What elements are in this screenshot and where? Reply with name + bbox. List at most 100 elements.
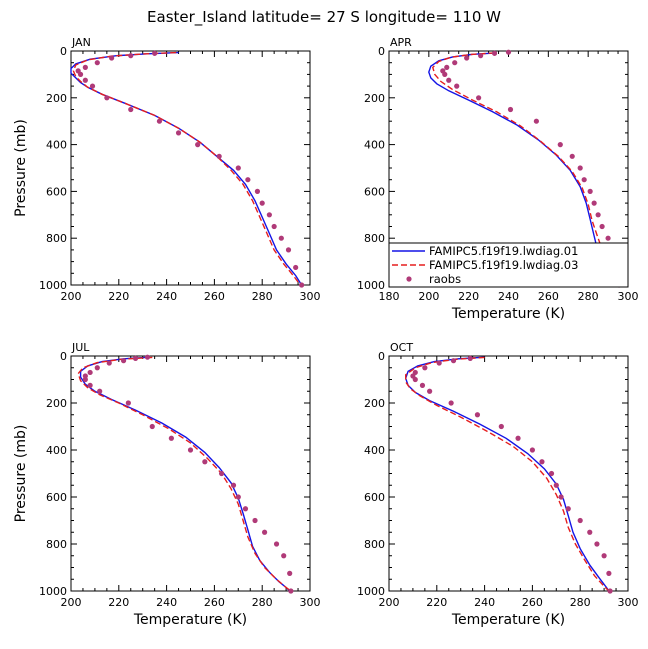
raobs-point xyxy=(278,235,284,241)
y-tick-label: 800 xyxy=(46,232,67,245)
raobs-point xyxy=(195,142,201,148)
raobs-point xyxy=(607,588,613,594)
raobs-point xyxy=(606,570,612,576)
y-tick-label: 0 xyxy=(378,45,385,58)
raobs-point xyxy=(77,71,84,77)
legend-marker-dot xyxy=(406,276,412,282)
raobs-point xyxy=(557,142,563,148)
raobs-point xyxy=(412,376,418,383)
raobs-point xyxy=(187,447,194,453)
x-axis-label: Temperature (K) xyxy=(133,612,247,628)
y-tick-label: 200 xyxy=(364,397,385,410)
raobs-point xyxy=(595,212,601,218)
month-label: APR xyxy=(390,36,412,49)
x-tick-label: 300 xyxy=(618,596,639,609)
raobs-point xyxy=(565,506,571,512)
x-tick-label: 280 xyxy=(570,596,591,609)
raobs-point xyxy=(601,553,607,559)
raobs-point xyxy=(87,382,93,388)
raobs-point xyxy=(569,153,575,159)
raobs-point xyxy=(261,529,268,535)
x-tick-label: 300 xyxy=(618,290,639,303)
x-tick-label: 280 xyxy=(578,290,599,303)
x-tick-label: 200 xyxy=(418,290,439,303)
legend: FAMIPC5.f19f19.lwdiag.01FAMIPC5.f19f19.l… xyxy=(388,242,629,288)
series-lwdiag-03-line xyxy=(432,52,621,286)
panels: 200 220 240 260 280 300 0 200 400 600 800 1000 JAN Pr… xyxy=(13,36,639,628)
raobs-point xyxy=(132,355,139,361)
y-tick-label: 600 xyxy=(364,185,385,198)
raobs-point xyxy=(581,177,587,183)
raobs-point xyxy=(558,494,564,500)
raobs-point xyxy=(235,165,241,171)
raobs-point xyxy=(271,223,277,230)
legend-box xyxy=(388,242,629,288)
raobs-point xyxy=(87,369,93,376)
raobs-point xyxy=(259,200,265,206)
y-tick-label: 1000 xyxy=(357,279,385,292)
legend-entry-lwdiag-03: FAMIPC5.f19f19.lwdiag.03 xyxy=(429,258,578,272)
raobs-point xyxy=(539,459,545,465)
raobs-point xyxy=(175,130,182,136)
x-axis-label: Temperature (K) xyxy=(451,612,565,628)
raobs-point xyxy=(97,388,103,394)
raobs-point xyxy=(218,470,225,477)
y-tick-label: 200 xyxy=(364,92,385,105)
series-lwdiag-03-line xyxy=(72,51,301,286)
y-tick-label: 1000 xyxy=(357,585,385,598)
raobs-point xyxy=(104,95,110,101)
raobs-point xyxy=(230,482,237,488)
raobs-point xyxy=(529,447,536,453)
raobs-point xyxy=(299,282,305,288)
plot-frame xyxy=(70,355,311,592)
y-tick-label: 400 xyxy=(364,139,385,152)
raobs-point xyxy=(467,355,473,361)
raobs-point xyxy=(533,118,539,124)
raobs-point xyxy=(149,423,155,430)
y-tick-label: 800 xyxy=(364,232,385,245)
x-tick-label: 220 xyxy=(108,596,129,609)
raobs-point xyxy=(515,435,521,441)
x-tick-label: 200 xyxy=(379,596,400,609)
raobs-point xyxy=(452,60,458,66)
raobs-point xyxy=(444,64,450,70)
raobs-point xyxy=(245,177,251,183)
x-tick-label: 240 xyxy=(156,596,177,609)
x-tick-label: 240 xyxy=(156,290,177,303)
y-tick-label: 800 xyxy=(364,538,385,551)
y-axis-label: Pressure (mb) xyxy=(13,119,29,217)
month-label: JAN xyxy=(71,36,91,49)
raobs-point xyxy=(235,494,241,500)
raobs-point xyxy=(587,188,593,194)
raobs-point xyxy=(442,71,448,77)
raobs-point xyxy=(419,382,426,388)
legend-entry-lwdiag-01: FAMIPC5.f19f19.lwdiag.01 xyxy=(429,244,578,258)
raobs-point xyxy=(202,459,208,465)
raobs-point xyxy=(242,506,249,512)
raobs-point xyxy=(594,541,600,547)
raobs-point xyxy=(89,83,96,89)
raobs-point xyxy=(491,50,498,56)
raobs-point xyxy=(474,412,481,418)
raobs-point xyxy=(254,188,261,194)
month-label: OCT xyxy=(390,341,413,354)
raobs-point xyxy=(478,53,484,59)
series-lwdiag-01-line xyxy=(404,356,610,592)
y-tick-label: 0 xyxy=(60,45,67,58)
panel-jul: 200 220 240 260 280 300 0 200 400 600 800 1000 JUL Te… xyxy=(13,341,321,628)
raobs-point xyxy=(591,200,597,206)
raobs-point xyxy=(498,423,504,430)
x-axis-label: Temperature (K) xyxy=(451,306,565,322)
x-tick-label: 260 xyxy=(204,290,225,303)
raobs-point xyxy=(273,541,280,547)
raobs-point xyxy=(106,360,112,366)
raobs-point xyxy=(454,83,460,89)
raobs-point xyxy=(293,264,299,271)
x-tick-label: 200 xyxy=(61,596,82,609)
y-tick-label: 1000 xyxy=(39,279,67,292)
raobs-point xyxy=(507,106,514,113)
x-tick-label: 220 xyxy=(108,290,129,303)
y-tick-label: 200 xyxy=(46,92,67,105)
raobs-point xyxy=(128,53,134,59)
y-tick-label: 0 xyxy=(60,350,67,363)
